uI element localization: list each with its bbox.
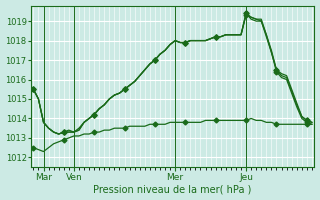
X-axis label: Pression niveau de la mer( hPa ): Pression niveau de la mer( hPa )	[93, 184, 252, 194]
